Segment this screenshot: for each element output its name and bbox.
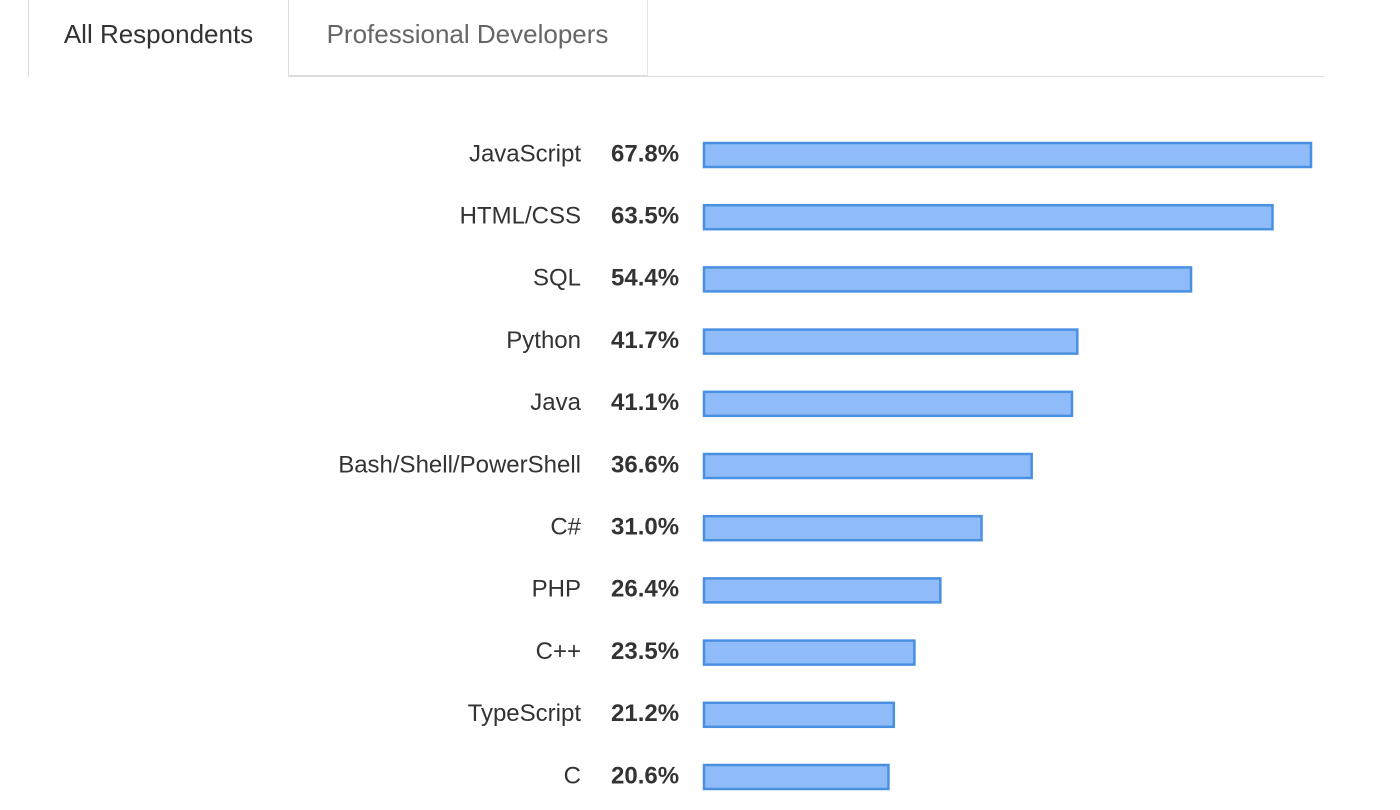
category-label: C: [564, 762, 581, 789]
bar: [702, 701, 896, 729]
value-label: 23.5%: [611, 638, 679, 665]
value-label: 54.4%: [611, 265, 679, 292]
bar: [702, 763, 890, 791]
bar: [702, 141, 1313, 169]
tab[interactable]: Professional Developers: [288, 0, 648, 76]
bar: [702, 639, 916, 666]
category-label: Python: [506, 327, 581, 354]
category-label: Java: [530, 389, 581, 416]
value-label: 26.4%: [611, 576, 679, 603]
category-label: Bash/Shell/PowerShell: [338, 451, 581, 478]
bar: [702, 452, 1033, 480]
category-label: TypeScript: [468, 700, 582, 727]
category-label: SQL: [533, 265, 581, 292]
bar: [702, 266, 1193, 293]
value-label: 20.6%: [611, 762, 679, 789]
bar: [702, 328, 1079, 355]
value-label: 41.7%: [611, 327, 679, 354]
category-label: PHP: [532, 576, 581, 603]
category-label: C#: [550, 514, 581, 541]
bar: [702, 203, 1274, 231]
bar: [702, 390, 1074, 418]
bar: [702, 577, 942, 604]
category-label: HTML/CSS: [460, 203, 581, 230]
value-label: 41.1%: [611, 389, 679, 416]
bar: [702, 514, 983, 542]
value-label: 63.5%: [611, 203, 679, 230]
tab[interactable]: All Respondents: [28, 0, 289, 77]
value-label: 36.6%: [611, 451, 679, 478]
value-label: 31.0%: [611, 514, 679, 541]
category-label: JavaScript: [469, 140, 581, 167]
category-label: C++: [536, 638, 581, 665]
value-label: 21.2%: [611, 700, 679, 727]
tab-divider: [288, 76, 1324, 77]
value-label: 67.8%: [611, 140, 679, 167]
tab-bar: All Respondents Professional Developers: [0, 0, 1400, 77]
